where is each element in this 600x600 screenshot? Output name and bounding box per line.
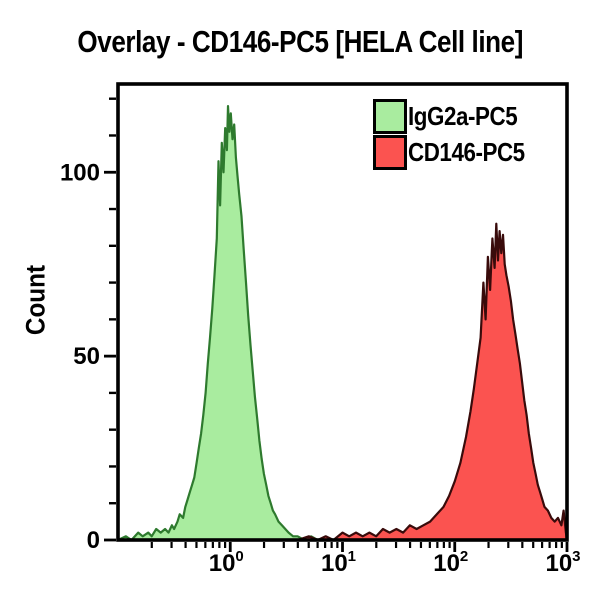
x-tick-label: 103 bbox=[545, 548, 580, 577]
series-fill-CD146-PC5 bbox=[297, 223, 567, 540]
y-tick-label: 100 bbox=[60, 159, 100, 186]
x-tick-label: 100 bbox=[209, 548, 244, 577]
title-row: Overlay - CD146-PC5 [HELA Cell line] bbox=[0, 24, 600, 60]
y-tick-label: 0 bbox=[87, 527, 100, 554]
legend-item-cd146: CD146-PC5 bbox=[373, 134, 544, 170]
legend: IgG2a-PC5 CD146-PC5 bbox=[373, 98, 544, 172]
series-outline-IgG2a-PC5 bbox=[117, 105, 319, 542]
legend-swatch-green bbox=[373, 98, 407, 134]
legend-label-igg2a: IgG2a-PC5 bbox=[408, 101, 518, 131]
plot-frame bbox=[116, 82, 569, 542]
series-outline-CD146-PC5 bbox=[297, 222, 569, 542]
x-tick-label: 102 bbox=[433, 548, 468, 577]
legend-item-igg2a: IgG2a-PC5 bbox=[373, 98, 544, 134]
legend-label-cd146: CD146-PC5 bbox=[408, 137, 525, 167]
chart-title: Overlay - CD146-PC5 [HELA Cell line] bbox=[77, 24, 523, 59]
series-fill-IgG2a-PC5 bbox=[118, 106, 318, 540]
y-tick-label: 50 bbox=[73, 343, 100, 370]
x-tick-label: 101 bbox=[321, 548, 356, 577]
legend-swatch-red bbox=[373, 134, 407, 170]
